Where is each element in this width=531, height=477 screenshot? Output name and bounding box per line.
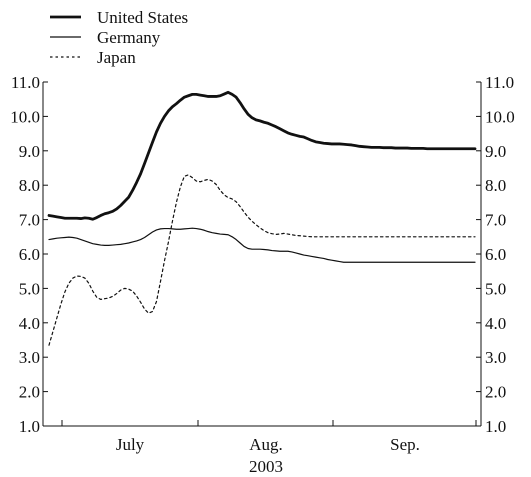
y-tick-label-right: 6.0 — [485, 245, 506, 264]
y-tick-label-left: 3.0 — [19, 348, 40, 367]
y-tick-label-left: 2.0 — [19, 383, 40, 402]
y-tick-label-left: 11.0 — [11, 73, 40, 92]
y-tick-label-left: 5.0 — [19, 279, 40, 298]
y-tick-label-right: 7.0 — [485, 211, 506, 230]
x-tick-label: Aug. — [249, 435, 283, 454]
y-tick-label-right: 9.0 — [485, 142, 506, 161]
y-tick-label-left: 8.0 — [19, 176, 40, 195]
y-tick-label-right: 5.0 — [485, 279, 506, 298]
y-tick-label-left: 7.0 — [19, 211, 40, 230]
y-tick-label-left: 1.0 — [19, 417, 40, 436]
y-tick-label-left: 9.0 — [19, 142, 40, 161]
chart-axes: 1.0 1.0 2.0 2.0 3.0 3.0 4.0 4.0 5.0 5.0 6.0 6.0 7.0 7… — [10, 73, 515, 436]
y-tick-label-left: 4.0 — [19, 314, 40, 333]
y-tick-label-right: 10.0 — [485, 107, 515, 126]
y-tick-label-right: 4.0 — [485, 314, 506, 333]
legend-label-japan: Japan — [97, 48, 136, 67]
y-tick-label-left: 6.0 — [19, 245, 40, 264]
x-tick-label: July — [116, 435, 145, 454]
x-tick-label: Sep. — [390, 435, 420, 454]
legend-label-united-states: United States — [97, 8, 188, 27]
y-tick-label-left: 10.0 — [10, 107, 40, 126]
series-line-germany — [48, 227, 476, 263]
series-line-united-states — [47, 90, 477, 221]
series-layer — [47, 90, 477, 346]
y-tick-label-right: 11.0 — [485, 73, 514, 92]
series-line-japan — [48, 174, 476, 346]
legend-label-germany: Germany — [97, 28, 161, 47]
y-tick-label-right: 3.0 — [485, 348, 506, 367]
x-axis-year-label: 2003 — [249, 457, 283, 476]
y-tick-label-right: 2.0 — [485, 383, 506, 402]
x-axis-labels: July Aug. Sep. 2003 — [116, 435, 420, 476]
y-tick-label-right: 1.0 — [485, 417, 506, 436]
y-tick-label-right: 8.0 — [485, 176, 506, 195]
